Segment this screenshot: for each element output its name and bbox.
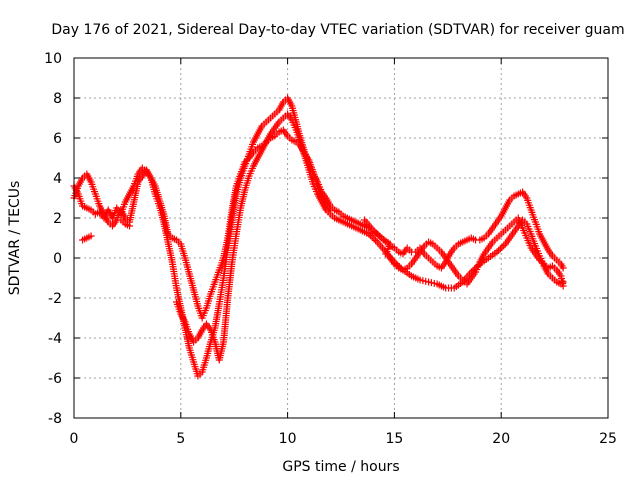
series-track-a [70, 94, 567, 380]
plot-frame [73, 57, 609, 419]
plus-marker [370, 235, 378, 243]
plus-marker [371, 228, 379, 236]
series-track-b [70, 110, 567, 322]
plus-marker [493, 248, 501, 256]
y-tick-label: 6 [53, 131, 62, 147]
grid [74, 58, 608, 418]
plus-marker [495, 246, 503, 254]
x-tick-label: 20 [492, 431, 510, 447]
y-tick-label: 2 [53, 211, 62, 227]
x-axis-label: GPS time / hours [282, 459, 399, 475]
y-axis-label: SDTVAR / TECUs [7, 181, 23, 296]
plus-marker [500, 242, 508, 250]
plus-marker [87, 232, 95, 240]
plus-marker [326, 206, 334, 214]
plus-marker [368, 233, 376, 241]
data-marks [70, 94, 567, 380]
plus-marker [496, 245, 504, 253]
y-tick-label: 0 [53, 251, 62, 267]
plus-marker [374, 231, 382, 239]
axes: 0 5 10 15 20 25 -8 -6 -4 -2 0 2 4 6 8 10 [44, 51, 617, 447]
y-tick-label: 8 [53, 91, 62, 107]
plus-marker [369, 226, 377, 234]
y-tick-label: -8 [48, 411, 62, 427]
chart-title: Day 176 of 2021, Sidereal Day-to-day VTE… [51, 22, 624, 38]
x-tick-label: 10 [279, 431, 297, 447]
plus-marker [559, 282, 567, 290]
plus-marker [559, 264, 567, 272]
x-tick-label: 5 [176, 431, 185, 447]
plus-marker [366, 232, 374, 240]
plus-marker [126, 222, 134, 230]
plus-marker [376, 232, 384, 240]
plus-marker [372, 229, 380, 237]
x-tick-label: 0 [70, 431, 79, 447]
series-track-c [79, 126, 567, 364]
x-tick-label: 25 [599, 431, 617, 447]
y-tick-label: -2 [48, 291, 62, 307]
y-tick-label: 10 [44, 51, 62, 67]
plus-marker [365, 230, 373, 238]
plus-marker [498, 243, 506, 251]
plus-marker [372, 236, 380, 244]
y-tick-label: -6 [48, 371, 62, 387]
x-tick-label: 15 [385, 431, 403, 447]
y-tick-label: -4 [48, 331, 62, 347]
y-tick-label: 4 [53, 171, 62, 187]
